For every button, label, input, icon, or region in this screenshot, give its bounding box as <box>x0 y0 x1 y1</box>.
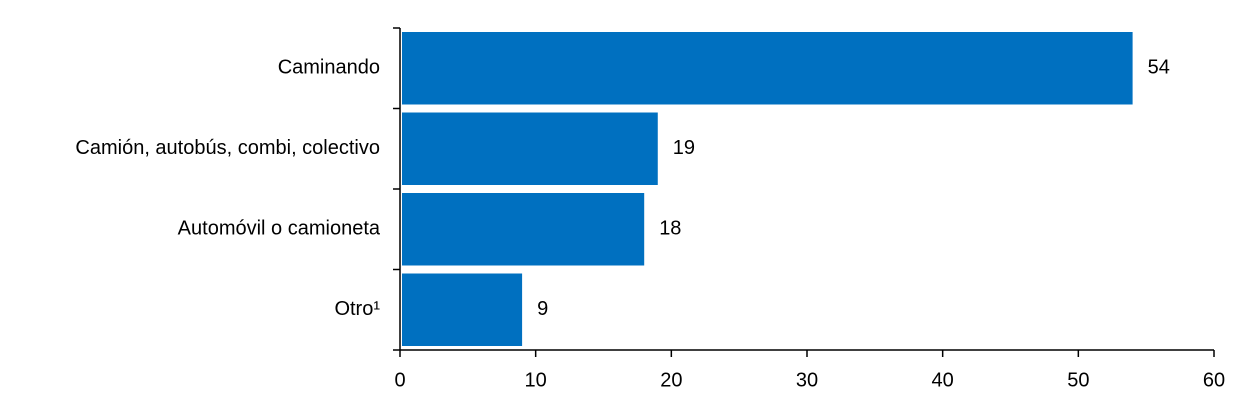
x-tick-label: 40 <box>932 369 954 391</box>
y-tick-label: Automóvil o camioneta <box>178 218 381 240</box>
value-label: 9 <box>537 298 548 320</box>
bar <box>402 193 645 266</box>
x-tick-label: 60 <box>1203 369 1225 391</box>
value-label: 18 <box>659 218 681 240</box>
y-tick-label: Otro¹ <box>334 298 380 320</box>
x-tick-label: 0 <box>394 369 405 391</box>
bar <box>402 273 523 346</box>
x-tick-label: 30 <box>796 369 818 391</box>
value-label: 19 <box>673 137 695 159</box>
x-tick-label: 20 <box>660 369 682 391</box>
value-label: 54 <box>1148 57 1170 79</box>
y-tick-label: Camión, autobús, combi, colectivo <box>75 137 380 159</box>
x-tick-label: 10 <box>525 369 547 391</box>
x-tick-label: 50 <box>1067 369 1089 391</box>
y-tick-label: Caminando <box>278 57 380 79</box>
bar <box>402 112 658 185</box>
bar <box>402 32 1133 105</box>
